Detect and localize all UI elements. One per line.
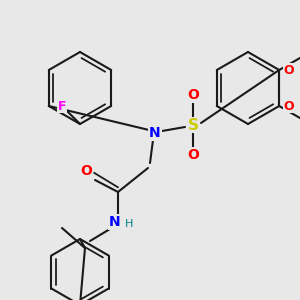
Text: O: O [187, 88, 199, 102]
Text: F: F [58, 100, 66, 112]
Text: O: O [284, 64, 295, 76]
Text: O: O [80, 164, 92, 178]
Text: H: H [125, 219, 133, 229]
Text: O: O [284, 100, 295, 112]
Text: S: S [188, 118, 199, 133]
Text: O: O [187, 148, 199, 162]
Text: N: N [149, 126, 161, 140]
Text: N: N [109, 215, 121, 229]
